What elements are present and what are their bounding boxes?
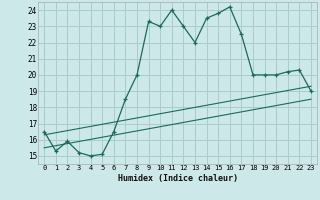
X-axis label: Humidex (Indice chaleur): Humidex (Indice chaleur) — [118, 174, 238, 183]
